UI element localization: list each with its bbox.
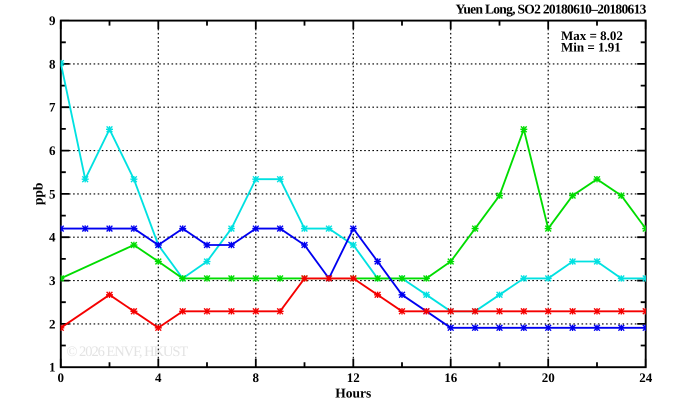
svg-text:5: 5 [49, 186, 56, 201]
svg-text:8: 8 [49, 56, 56, 71]
svg-text:4: 4 [155, 370, 162, 385]
svg-text:Max = 8.02: Max = 8.02 [561, 28, 623, 43]
svg-text:0: 0 [58, 370, 65, 385]
svg-text:9: 9 [49, 13, 56, 28]
svg-text:3: 3 [49, 273, 56, 288]
svg-text:7: 7 [49, 100, 56, 115]
svg-text:4: 4 [49, 230, 56, 245]
svg-text:© 2026 ENVF, HKUST: © 2026 ENVF, HKUST [67, 344, 189, 360]
svg-text:Hours: Hours [335, 386, 371, 401]
svg-text:Yuen Long, SO2 20180610–201806: Yuen Long, SO2 20180610–20180613 [456, 2, 647, 17]
svg-text:8: 8 [253, 370, 260, 385]
svg-text:1: 1 [49, 360, 56, 375]
svg-text:20: 20 [542, 370, 555, 385]
svg-text:24: 24 [639, 370, 653, 385]
svg-text:ppb: ppb [31, 183, 46, 206]
svg-text:16: 16 [444, 370, 458, 385]
svg-text:Min = 1.91: Min = 1.91 [561, 40, 621, 55]
svg-text:2: 2 [49, 316, 56, 331]
svg-text:12: 12 [347, 370, 360, 385]
svg-text:6: 6 [49, 143, 56, 158]
